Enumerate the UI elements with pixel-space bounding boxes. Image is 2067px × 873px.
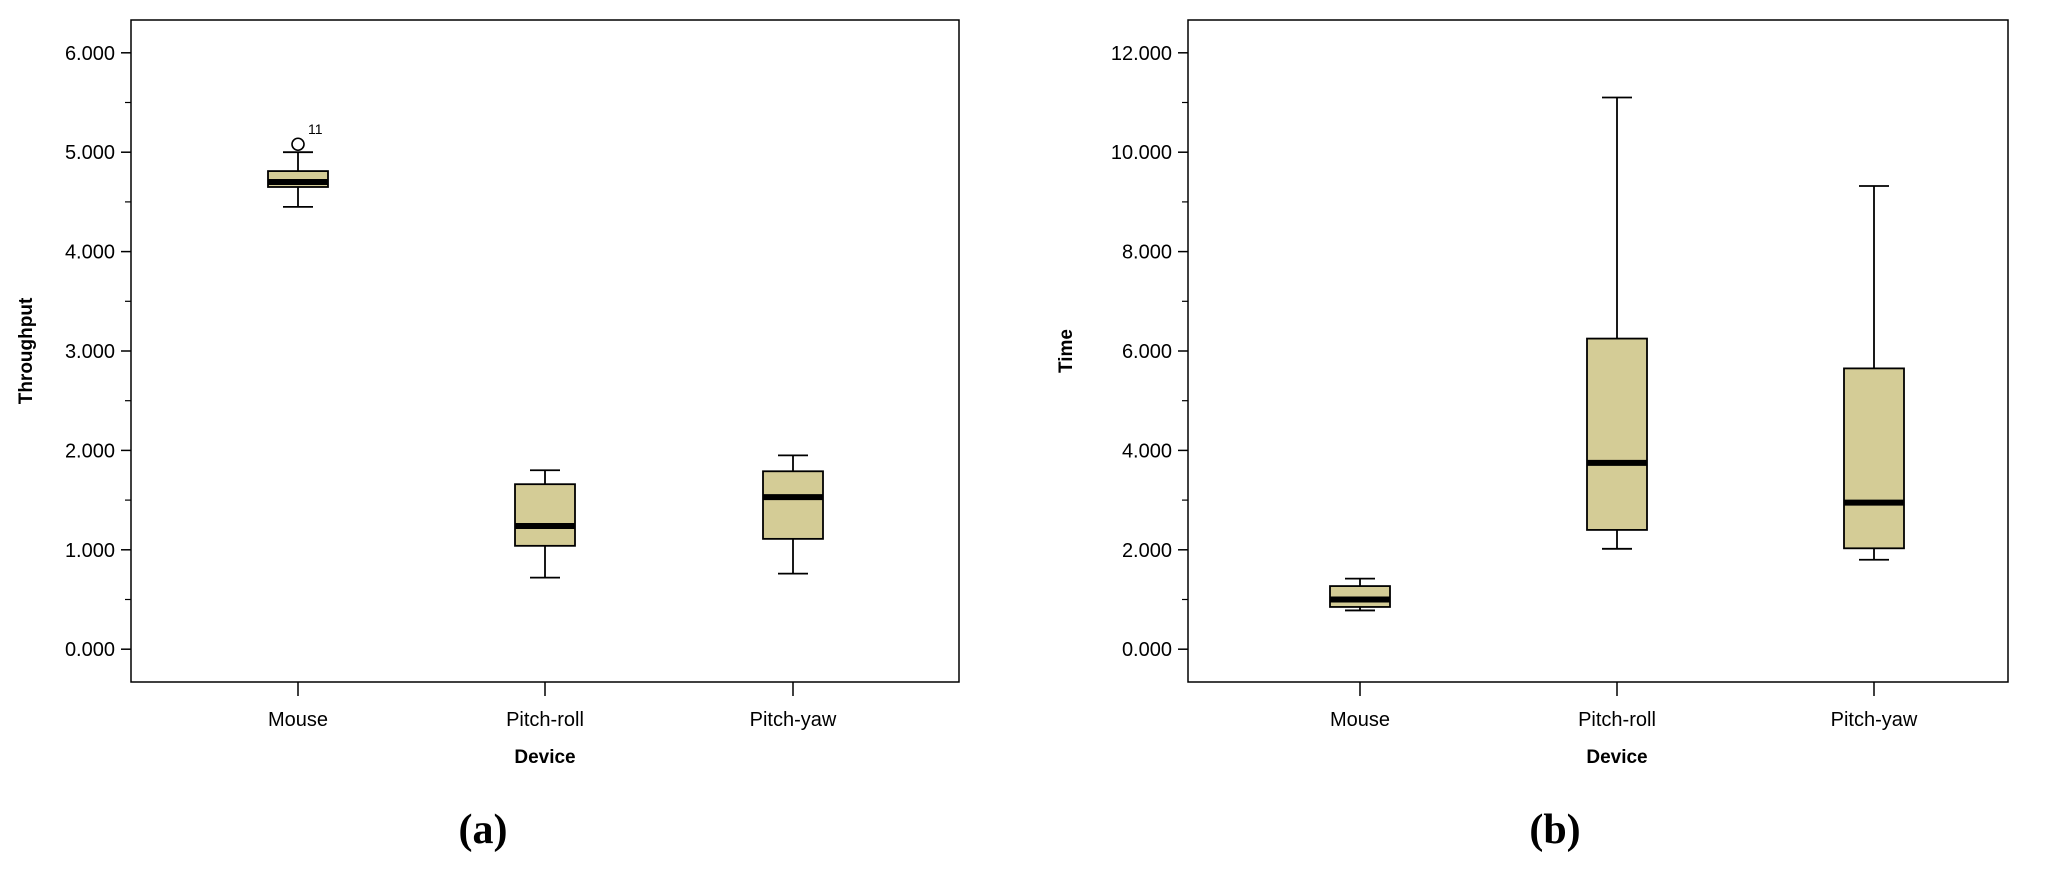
outlier-point	[291, 137, 305, 152]
y-tick-label: 8.000	[1122, 242, 1172, 264]
x-tick-label: Mouse	[1330, 709, 1390, 731]
box-pitch-yaw: Pitch-yaw	[1831, 185, 1918, 731]
y-tick-label: 6.000	[65, 43, 115, 65]
panel-label: (b)	[1529, 807, 1580, 853]
y-tick-label: 12.000	[1111, 43, 1172, 65]
iqr-box	[1586, 337, 1648, 531]
y-tick-label: 4.000	[65, 242, 115, 264]
x-tick-label: Pitch-roll	[1578, 709, 1656, 731]
y-tick-label: 2.000	[1122, 540, 1172, 562]
y-tick-label: 5.000	[65, 142, 115, 164]
y-tick-label: 4.000	[1122, 440, 1172, 462]
box-mouse: Mouse	[1329, 577, 1391, 731]
iqr-box	[762, 470, 824, 540]
x-tick-label: Pitch-yaw	[1831, 709, 1918, 731]
box-pitch-yaw: Pitch-yaw	[750, 454, 837, 731]
chart-panel-a: 0.000 1.000 2.000 3.000 4.000 5.000 6.000 Throu…	[16, 19, 960, 853]
box-pitch-roll: Pitch-roll	[506, 469, 584, 731]
y-tick-label: 0.000	[1122, 639, 1172, 661]
chart-panel-b: 0.000 2.000 4.000 6.000 8.000 10.000 12.000 Tim…	[1056, 19, 2009, 853]
x-axis-title: Device	[514, 747, 575, 768]
panel-label: (a)	[459, 807, 508, 853]
x-axis-title: Device	[1586, 747, 1647, 768]
box-pitch-roll: Pitch-roll	[1578, 96, 1656, 731]
y-tick-label: 10.000	[1111, 142, 1172, 164]
x-tick-label: Pitch-yaw	[750, 709, 837, 731]
y-axis-title: Throughput	[16, 297, 37, 404]
plot-frame	[130, 19, 960, 683]
iqr-box	[1843, 367, 1905, 550]
box-mouse: Mouse 11	[267, 121, 329, 731]
y-tick-label: 0.000	[65, 639, 115, 661]
y-axis-title: Time	[1056, 329, 1077, 373]
y-tick-label: 2.000	[65, 440, 115, 462]
y-tick-label: 6.000	[1122, 341, 1172, 363]
iqr-box	[514, 483, 576, 547]
y-tick-label: 1.000	[65, 540, 115, 562]
outlier-label: 11	[308, 121, 323, 137]
x-tick-label: Mouse	[268, 709, 328, 731]
y-tick-label: 3.000	[65, 341, 115, 363]
x-tick-label: Pitch-roll	[506, 709, 584, 731]
